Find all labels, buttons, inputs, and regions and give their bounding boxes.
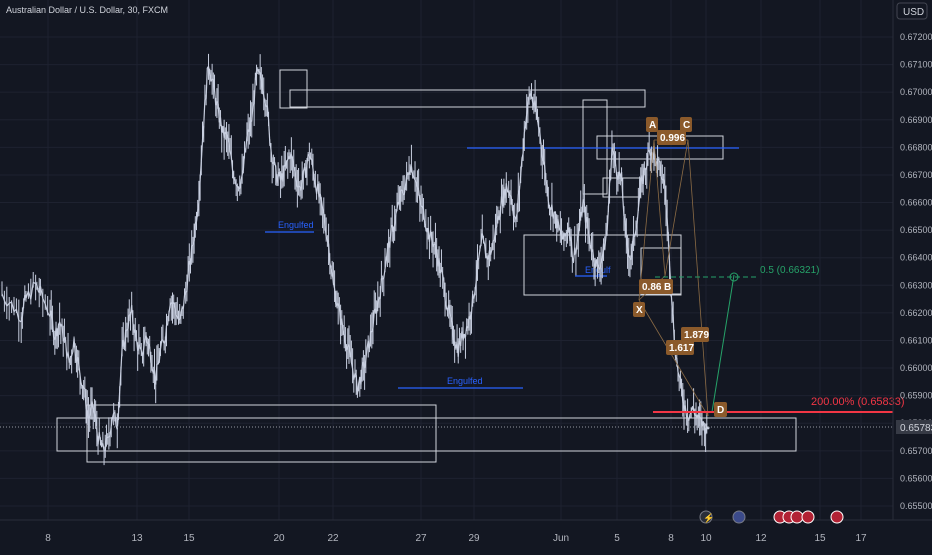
time-tick-label: 15 [183, 533, 195, 544]
time-tick-label: 20 [273, 533, 285, 544]
time-tick-label: Jun [553, 533, 569, 544]
price-segment [507, 191, 508, 192]
price-tick-label: 0.67100 [900, 60, 932, 70]
price-tick-label: 0.65900 [900, 391, 932, 401]
price-segment [299, 186, 300, 187]
price-segment [253, 104, 254, 105]
point-c-label: C [683, 120, 690, 131]
price-segment [513, 216, 514, 217]
time-tick-label: 13 [131, 533, 143, 544]
price-segment [629, 257, 630, 258]
price-segment [164, 342, 165, 343]
price-tick-label: 0.66100 [900, 335, 932, 345]
price-segment [81, 385, 82, 386]
price-tick-label: 0.66300 [900, 280, 932, 290]
price-tick-label: 0.67000 [900, 87, 932, 97]
extension-label: 200.00% (0.65833) [811, 396, 905, 408]
time-tick-label: 10 [700, 533, 712, 544]
price-tick-label: 0.66600 [900, 198, 932, 208]
target-label: 0.5 (0.66321) [760, 265, 820, 276]
price-tick-label: 0.66400 [900, 253, 932, 263]
price-tick-label: 0.65600 [900, 473, 932, 483]
ratio-bc2-label: 1.617 [669, 343, 694, 354]
price-segment [383, 278, 384, 279]
earth-icon[interactable] [733, 511, 745, 523]
time-tick-label: 8 [668, 533, 674, 544]
flag-icon[interactable] [802, 511, 814, 523]
time-tick-label: 17 [855, 533, 867, 544]
point-x-label: X [636, 305, 643, 316]
point-d-label: D [717, 405, 724, 416]
price-segment [658, 159, 659, 160]
price-segment [179, 319, 180, 320]
price-segment [147, 343, 148, 344]
price-segment [106, 437, 107, 438]
chart-title: Australian Dollar / U.S. Dollar, 30, FXC… [6, 5, 168, 15]
price-segment [176, 316, 177, 317]
price-segment [495, 227, 496, 228]
time-tick-label: 29 [468, 533, 480, 544]
price-tick-label: 0.66200 [900, 308, 932, 318]
engulfed-label: Engulfed [278, 220, 314, 230]
time-tick-label: 15 [814, 533, 826, 544]
currency-button-label: USD [903, 7, 924, 18]
current-price-label: 0.65783 [900, 423, 932, 434]
price-segment [700, 417, 701, 418]
ratio-ac-label: 0.996 [660, 133, 685, 144]
price-segment [566, 232, 567, 233]
flag-icon[interactable] [831, 511, 843, 523]
price-tick-label: 0.66800 [900, 142, 932, 152]
flag-icon[interactable] [791, 511, 803, 523]
time-tick-label: 12 [755, 533, 767, 544]
price-segment [679, 376, 680, 377]
price-tick-label: 0.65500 [900, 501, 932, 511]
price-segment [236, 185, 237, 186]
time-tick-label: 5 [614, 533, 620, 544]
price-segment [311, 159, 312, 160]
price-tick-label: 0.66500 [900, 225, 932, 235]
price-tick-label: 0.66700 [900, 170, 932, 180]
point-a-label: A [649, 120, 656, 131]
price-tick-label: 0.65700 [900, 446, 932, 456]
time-tick-label: 22 [327, 533, 339, 544]
time-tick-label: 27 [415, 533, 427, 544]
point-b-label: B [664, 282, 671, 293]
time-tick-label: 8 [45, 533, 51, 544]
price-tick-label: 0.67200 [900, 32, 932, 42]
engulfed-label: Engulfed [447, 376, 483, 386]
price-tick-label: 0.66000 [900, 363, 932, 373]
lightning-icon-glyph: ⚡ [703, 512, 714, 524]
price-tick-label: 0.66900 [900, 115, 932, 125]
ratio-bc1-label: 1.879 [684, 330, 709, 341]
